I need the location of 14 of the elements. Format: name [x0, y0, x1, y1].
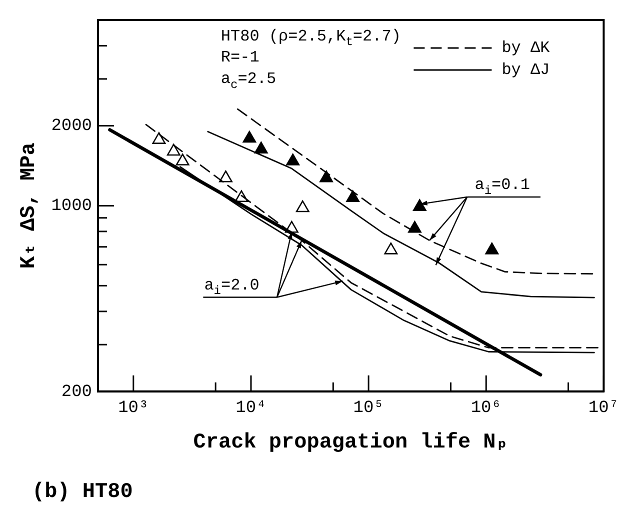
text: (b) HT80	[32, 481, 133, 504]
legend-label: by ΔK	[502, 39, 550, 58]
x-tick-label: 10⁷	[588, 399, 619, 418]
x-tick-label: 10⁴	[236, 399, 266, 418]
y-tick-label: 1000	[51, 197, 92, 216]
y-axis-title: Kₜ ΔS, MPa	[18, 142, 41, 269]
y-tick-label: 200	[61, 382, 92, 402]
legend-label: by ΔJ	[502, 61, 550, 80]
x-tick-label: 10⁶	[470, 399, 502, 418]
x-axis-title: Crack propagation life Nₚ	[193, 432, 508, 455]
annotation: R=-1	[220, 48, 260, 67]
x-tick-label: 10⁵	[353, 399, 384, 418]
y-tick-label: 2000	[51, 117, 92, 136]
x-tick-label: 10³	[118, 399, 149, 418]
